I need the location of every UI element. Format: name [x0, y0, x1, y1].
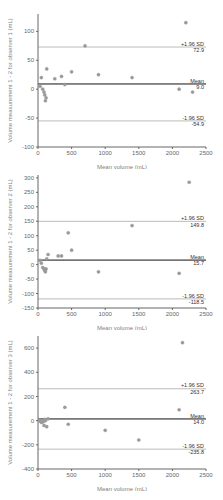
svg-text:-150: -150	[22, 305, 35, 311]
svg-text:0: 0	[36, 150, 40, 156]
svg-text:500: 500	[67, 150, 78, 156]
svg-text:Mean volume (mL): Mean volume (mL)	[97, 325, 147, 330]
svg-text:2000: 2000	[166, 472, 180, 478]
svg-text:+1.96 SD72.9: +1.96 SD72.9	[181, 41, 204, 54]
svg-text:2000: 2000	[166, 311, 180, 317]
svg-text:2500: 2500	[199, 150, 213, 156]
svg-text:1000: 1000	[99, 150, 113, 156]
svg-text:Mean14.0: Mean14.0	[190, 413, 204, 426]
svg-text:1000: 1000	[99, 311, 113, 317]
svg-text:50: 50	[27, 247, 34, 253]
svg-text:-1.96 SD-235.8: -1.96 SD-235.8	[182, 443, 204, 456]
svg-text:1000: 1000	[99, 472, 113, 478]
svg-text:600: 600	[24, 345, 35, 351]
svg-text:-200: -200	[22, 442, 35, 448]
svg-text:500: 500	[67, 472, 78, 478]
svg-text:+1.96 SD149.8: +1.96 SD149.8	[181, 215, 204, 228]
svg-text:0: 0	[31, 418, 35, 424]
svg-text:Mean9.0: Mean9.0	[190, 78, 204, 91]
svg-text:250: 250	[24, 189, 35, 195]
svg-text:-50: -50	[25, 276, 34, 282]
svg-text:2500: 2500	[199, 311, 213, 317]
svg-text:-1.96 SD-118.5: -1.96 SD-118.5	[182, 293, 204, 306]
svg-text:-1.96 SD-54.9: -1.96 SD-54.9	[182, 115, 204, 128]
svg-text:50: 50	[27, 57, 34, 63]
svg-text:-100: -100	[22, 144, 35, 150]
svg-text:300: 300	[24, 175, 35, 181]
svg-text:200: 200	[24, 204, 35, 210]
svg-text:2500: 2500	[199, 472, 213, 478]
svg-text:-400: -400	[22, 466, 35, 472]
svg-text:500: 500	[67, 311, 78, 317]
svg-text:Volume measurement 1 - 2 for o: Volume measurement 1 - 2 for observer 3 …	[8, 340, 13, 465]
svg-text:-50: -50	[25, 115, 34, 121]
svg-text:400: 400	[24, 369, 35, 375]
svg-text:0: 0	[36, 311, 40, 317]
svg-text:Mean15.7: Mean15.7	[190, 254, 204, 267]
svg-text:Mean volume (mL): Mean volume (mL)	[97, 486, 147, 491]
svg-text:0: 0	[36, 472, 40, 478]
svg-text:2000: 2000	[166, 150, 180, 156]
svg-text:Volume measurement 1 - 2 for o: Volume measurement 1 - 2 for observer 1 …	[8, 18, 13, 143]
svg-text:-100: -100	[22, 291, 35, 297]
svg-text:100: 100	[24, 28, 35, 34]
svg-text:Mean volume (mL): Mean volume (mL)	[97, 164, 147, 169]
svg-text:1500: 1500	[132, 472, 146, 478]
svg-text:100: 100	[24, 233, 35, 239]
svg-text:0: 0	[31, 262, 35, 268]
svg-text:Volume measurement 1 - 2 for o: Volume measurement 1 - 2 for observer 2 …	[8, 179, 13, 304]
svg-text:+1.96 SD263.7: +1.96 SD263.7	[181, 382, 204, 395]
svg-text:0: 0	[31, 86, 35, 92]
svg-text:1500: 1500	[132, 311, 146, 317]
svg-text:200: 200	[24, 394, 35, 400]
svg-text:150: 150	[24, 218, 35, 224]
svg-text:1500: 1500	[132, 150, 146, 156]
